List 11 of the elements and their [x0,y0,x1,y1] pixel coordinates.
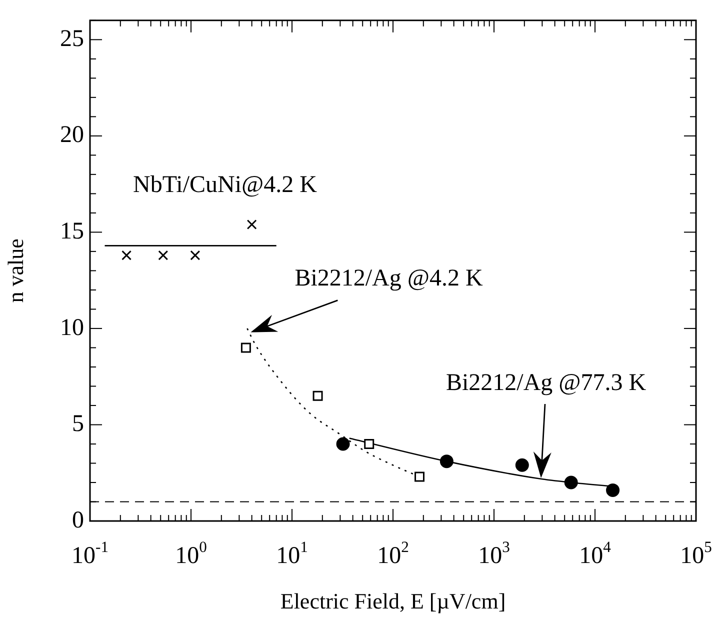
legend-label: NbTi/CuNi@4.2 K [133,172,318,198]
y-axis-title: n value [2,238,28,303]
y-tick-label: 0 [72,507,84,534]
y-tick-label: 20 [60,122,84,148]
y-tick-label: 25 [60,26,84,52]
y-tick-label: 5 [72,411,84,438]
y-tick-label: 10 [60,314,84,341]
annotation: Bi2212/Ag @77.3 K [446,370,647,396]
annotation: Bi2212/Ag @4.2 K [294,265,484,292]
x-axis-title: Electric Field, E [µV/cm] [280,588,506,614]
y-tick-label: 15 [60,218,84,244]
